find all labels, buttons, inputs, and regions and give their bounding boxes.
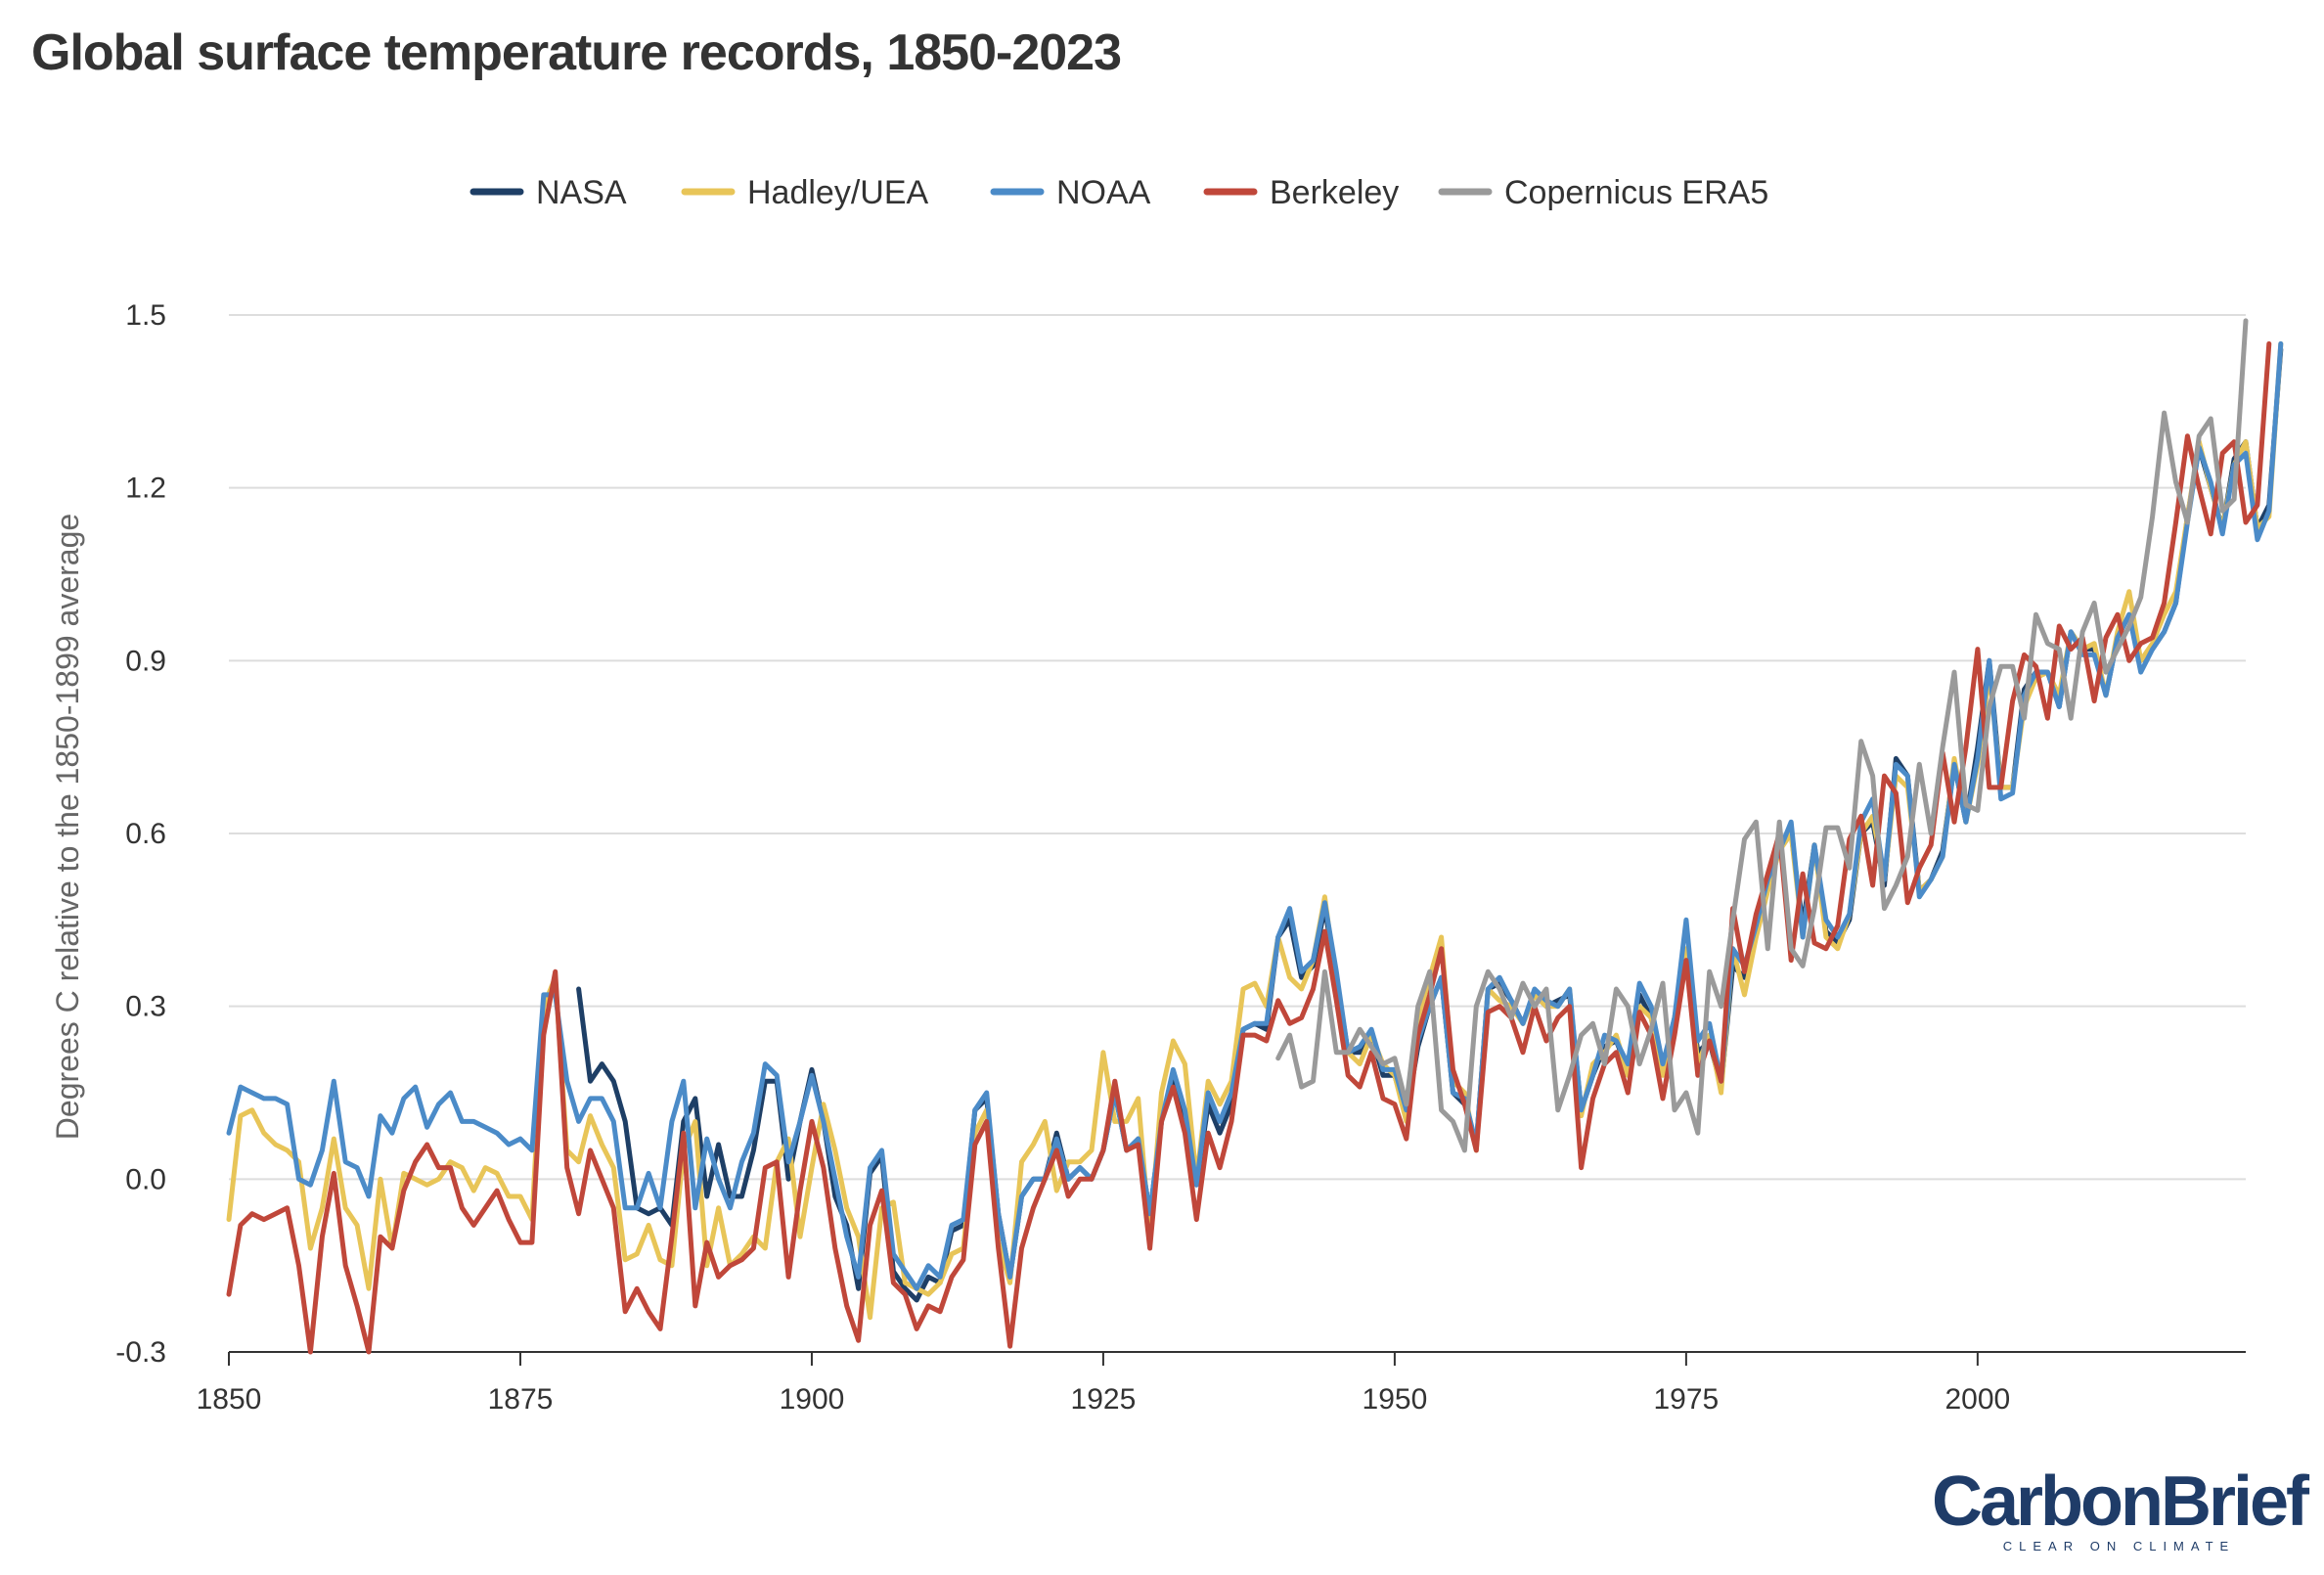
- x-tick-label: 1900: [780, 1383, 845, 1416]
- legend-label: NASA: [536, 174, 627, 211]
- y-axis-ticks: -0.3 0.0 0.3 0.6 0.9 1.2 1.5: [115, 299, 166, 1369]
- series-line-copernicus-era5: [1275, 318, 2249, 1153]
- x-tick-label: 1925: [1071, 1383, 1137, 1416]
- y-tick-label: 0.3: [125, 991, 166, 1023]
- y-tick-label: -0.3: [115, 1336, 166, 1369]
- logo-tagline: CLEAR ON CLIMATE: [2002, 1539, 2236, 1553]
- x-tick-label: 1850: [197, 1383, 262, 1416]
- legend: NASA Hadley/UEA NOAA Berkeley Copernicus ERA…: [469, 174, 1768, 211]
- x-axis: 1850 1875 1900 1925 1950 1975 2000: [197, 1351, 2246, 1416]
- y-tick-label: 0.6: [125, 818, 166, 850]
- y-tick-label: 1.5: [125, 299, 166, 332]
- legend-label: Copernicus ERA5: [1504, 174, 1768, 211]
- series-line-noaa: [226, 340, 2284, 1291]
- logo-wordmark: CarbonBrief: [1931, 1462, 2309, 1541]
- gridlines: [229, 314, 2246, 1181]
- legend-label: NOAA: [1056, 174, 1151, 211]
- chart-title: Global surface temperature records, 1850…: [31, 24, 1122, 81]
- x-tick-label: 1950: [1363, 1383, 1428, 1416]
- x-tick-label: 1975: [1654, 1383, 1720, 1416]
- legend-label: Berkeley: [1270, 174, 1399, 211]
- y-tick-label: 0.0: [125, 1163, 166, 1195]
- x-tick-label: 2000: [1944, 1383, 2010, 1416]
- series-line-berkeley: [226, 340, 2272, 1355]
- series-lines: [226, 318, 2284, 1355]
- y-tick-label: 1.2: [125, 472, 166, 505]
- x-tick-label: 1875: [488, 1383, 554, 1416]
- y-tick-label: 0.9: [125, 645, 166, 677]
- y-axis-label: Degrees C relative to the 1850-1899 aver…: [50, 514, 85, 1140]
- carbonbrief-logo: CarbonBrief CLEAR ON CLIMATE: [1931, 1462, 2309, 1553]
- legend-label: Hadley/UEA: [747, 174, 929, 211]
- series-line-nasa: [576, 346, 2284, 1303]
